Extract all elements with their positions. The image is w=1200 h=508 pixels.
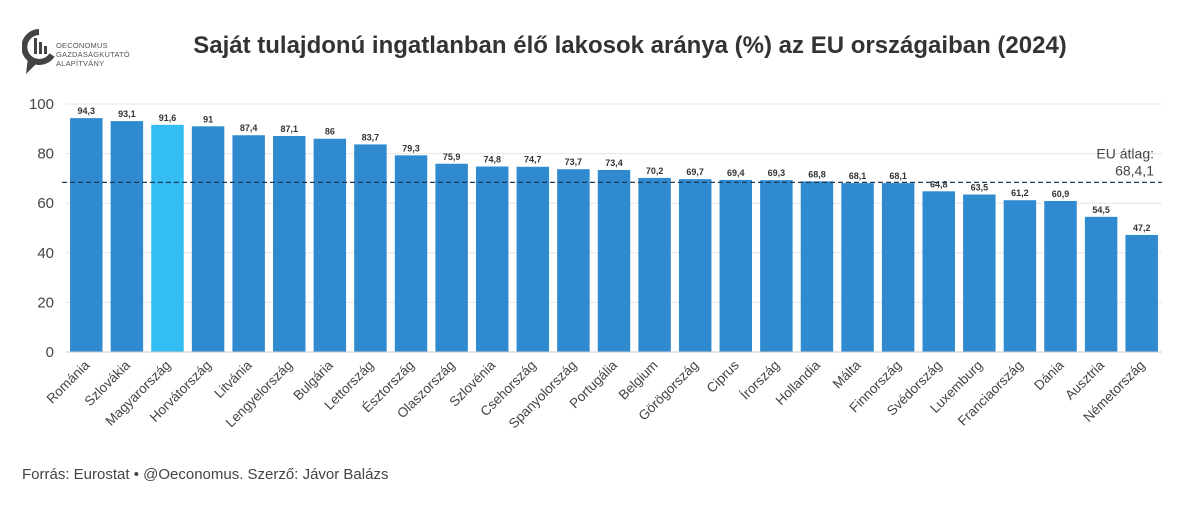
bar — [760, 180, 793, 352]
bar — [922, 191, 955, 352]
x-tick-label: Ciprus — [704, 357, 742, 395]
bar — [1125, 234, 1158, 352]
bar — [1084, 216, 1118, 352]
y-tick-label: 0 — [46, 344, 54, 361]
bar — [1003, 200, 1037, 352]
bar-value-label: 60,9 — [1052, 189, 1070, 199]
bar-value-label: 87,1 — [280, 124, 298, 134]
bar — [70, 118, 103, 352]
bar — [110, 121, 144, 352]
bar — [313, 138, 347, 352]
bar — [394, 155, 428, 352]
bar — [841, 183, 874, 352]
bar — [638, 177, 671, 352]
bar — [273, 135, 306, 352]
bar — [435, 163, 468, 352]
bar — [516, 166, 550, 352]
bar-value-label: 47,2 — [1133, 223, 1151, 233]
bar — [151, 124, 184, 352]
bar-value-label: 68,8 — [808, 169, 826, 179]
bar — [232, 135, 265, 352]
bar-value-label: 87,4 — [240, 123, 258, 133]
bar — [881, 183, 915, 352]
bar — [557, 169, 590, 352]
bar-value-label: 74,8 — [483, 154, 501, 164]
bar-value-label: 69,4 — [727, 168, 745, 178]
bar-value-label: 83,7 — [362, 132, 380, 142]
bar-value-label: 93,1 — [118, 109, 136, 119]
bar-value-label: 70,2 — [646, 166, 664, 176]
bar — [719, 179, 753, 352]
oeconomus-logo: OECONOMUS GAZDASÁGKUTATÓ ALAPÍTVÁNY — [22, 28, 152, 88]
average-label: EU átlag: — [1096, 145, 1154, 161]
y-tick-label: 40 — [37, 245, 54, 262]
bar — [963, 194, 996, 352]
bar — [1044, 200, 1077, 352]
bar-value-label: 68,1 — [849, 171, 867, 181]
y-tick-label: 80 — [37, 146, 54, 163]
x-tick-label: Hollandia — [773, 357, 824, 408]
bar-value-label: 69,7 — [686, 167, 704, 177]
bar-value-label: 73,4 — [605, 158, 623, 168]
logo-text: OECONOMUS GAZDASÁGKUTATÓ ALAPÍTVÁNY — [56, 41, 130, 68]
bar-value-label: 79,3 — [402, 143, 420, 153]
bar-value-label: 64,8 — [930, 179, 948, 189]
chart-title: Saját tulajdonú ingatlanban élő lakosok … — [193, 32, 1067, 59]
bar-value-label: 86 — [325, 127, 335, 137]
bar — [800, 181, 834, 352]
bar-value-label: 94,3 — [78, 106, 96, 116]
x-tick-label: Málta — [830, 357, 864, 391]
bar — [597, 169, 631, 352]
average-value-label: 68,4,1 — [1115, 162, 1154, 178]
source-note: Forrás: Eurostat • @Oeconomus. Szerző: J… — [22, 466, 389, 483]
x-tick-label: Dánia — [1031, 357, 1067, 393]
bar-value-label: 69,3 — [768, 168, 786, 178]
bar — [475, 166, 509, 352]
bar — [191, 126, 225, 352]
y-tick-label: 60 — [37, 195, 54, 212]
bar-value-label: 73,7 — [565, 157, 583, 167]
bar-value-label: 75,9 — [443, 152, 461, 162]
bar-value-label: 91,6 — [159, 113, 177, 123]
y-tick-label: 20 — [37, 294, 54, 311]
bar-value-label: 91 — [203, 114, 213, 124]
bar-value-label: 54,5 — [1092, 205, 1110, 215]
bar — [678, 179, 712, 352]
bar — [354, 144, 387, 352]
bar-value-label: 74,7 — [524, 155, 542, 165]
logo-icon — [22, 29, 55, 74]
bar-value-label: 68,1 — [889, 171, 907, 181]
bar-value-label: 61,2 — [1011, 188, 1029, 198]
y-tick-label: 100 — [29, 96, 54, 113]
bar-value-label: 63,5 — [971, 183, 989, 193]
